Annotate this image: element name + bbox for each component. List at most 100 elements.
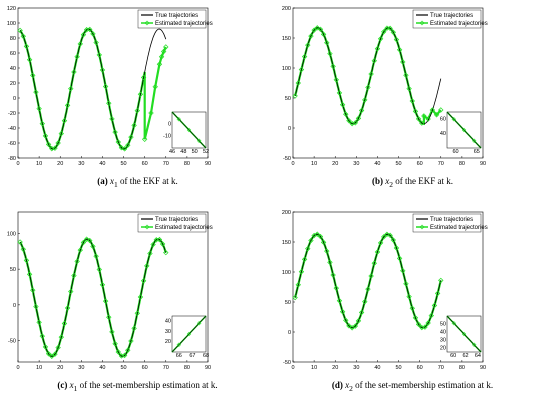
- inset-y-tick-label: 40: [440, 330, 446, 336]
- estimated-marker: [55, 140, 61, 146]
- inset-y-tick-label: 60: [440, 117, 446, 123]
- estimated-marker: [327, 50, 333, 57]
- estimated-marker: [87, 26, 93, 33]
- y-tick-label: 120: [7, 6, 16, 12]
- x-tick-label: 0: [291, 365, 294, 371]
- inset-y-tick-label: 30: [440, 338, 446, 344]
- inset-marker: [451, 116, 457, 122]
- y-tick-label: 50: [10, 267, 16, 273]
- estimated-marker: [125, 142, 131, 148]
- x-tick-label: 90: [205, 161, 211, 167]
- estimated-marker: [68, 288, 74, 295]
- estimated-marker: [393, 245, 400, 251]
- estimated-marker: [339, 102, 346, 108]
- y-tick-label: 80: [10, 36, 16, 42]
- y-tick-label: 20: [10, 81, 16, 87]
- estimated-marker: [374, 46, 381, 52]
- estimated-marker: [333, 77, 339, 83]
- estimated-marker: [406, 85, 412, 92]
- estimated-marker: [425, 320, 431, 326]
- y-tick-label: -50: [8, 339, 16, 345]
- estimated-marker: [305, 245, 311, 252]
- x-tick-label: 50: [395, 161, 401, 167]
- estimated-marker: [295, 80, 301, 86]
- estimated-marker: [42, 344, 49, 350]
- x-tick-label: 70: [438, 161, 444, 167]
- y-tick-label: -60: [8, 141, 16, 147]
- estimated-marker: [311, 27, 317, 33]
- estimated-marker: [61, 320, 68, 327]
- x-tick-label: 50: [120, 365, 126, 371]
- estimated-marker: [412, 315, 419, 321]
- y-tick-label: 60: [10, 51, 16, 57]
- estimated-marker: [352, 323, 358, 329]
- estimated-marker: [93, 253, 99, 260]
- estimated-marker: [298, 268, 305, 275]
- estimated-marker: [390, 237, 396, 243]
- legend-box: [137, 213, 207, 233]
- x-tick-label: 40: [99, 161, 105, 167]
- inset-x-tick-label: 46: [169, 149, 175, 155]
- estimated-marker: [77, 247, 83, 253]
- inset-marker: [186, 331, 192, 337]
- estimated-marker: [368, 71, 374, 77]
- x-tick-label: 40: [99, 365, 105, 371]
- legend-true-label: True trajectories: [430, 217, 473, 223]
- y-tick-label: 200: [282, 210, 291, 216]
- inset-x-tick-label: 60: [452, 149, 458, 155]
- estimated-marker: [314, 25, 320, 31]
- inset-marker: [451, 320, 457, 326]
- inset-marker: [176, 116, 182, 122]
- inset-true-line: [171, 315, 207, 353]
- estimated-marker: [93, 39, 99, 46]
- x-tick-label: 60: [142, 365, 148, 371]
- x-tick-label: 30: [78, 161, 84, 167]
- y-tick-label: 100: [7, 231, 16, 237]
- chart-a: 0 10 20 30 40 50 60 70 80 90 -80 -60 -40 -20 0 20 40 60 80…: [7, 6, 213, 167]
- estimated-marker: [118, 145, 125, 151]
- y-tick-label: 200: [282, 6, 291, 12]
- estimated-marker: [415, 321, 422, 328]
- estimated-marker: [320, 31, 327, 38]
- inset-x-tick-label: 68: [203, 353, 209, 359]
- estimated-marker: [317, 233, 324, 240]
- y-tick-label: -40: [8, 126, 16, 132]
- y-tick-label: 50: [285, 300, 291, 306]
- y-tick-label: 50: [285, 96, 291, 102]
- estimated-marker: [83, 236, 90, 242]
- y-tick-label: 100: [282, 66, 291, 72]
- inset-x-tick-label: 67: [189, 353, 195, 359]
- estimated-marker: [425, 116, 431, 122]
- estimated-marker: [137, 91, 144, 97]
- estimated-marker: [403, 281, 409, 287]
- estimated-marker: [77, 41, 83, 47]
- inset-marker: [186, 127, 192, 133]
- y-tick-label: 100: [7, 21, 16, 27]
- y-tick-label: 0: [288, 126, 291, 132]
- estimated-marker: [61, 118, 68, 124]
- panel-c: 0 10 20 30 40 50 60 70 80 90 -50 0 50 100 True traject…: [0, 204, 275, 408]
- estimated-marker: [339, 309, 346, 315]
- estimated-marker: [292, 93, 298, 99]
- estimated-marker: [64, 102, 71, 109]
- estimated-marker: [419, 120, 425, 126]
- estimated-marker: [87, 237, 93, 244]
- inset-marker: [196, 320, 202, 326]
- x-tick-label: 20: [57, 365, 63, 371]
- estimated-marker: [71, 272, 77, 279]
- estimated-marker: [409, 305, 415, 311]
- x-tick-label: 0: [291, 161, 294, 167]
- estimated-marker: [36, 319, 42, 326]
- inset-true-line: [446, 315, 482, 353]
- estimated-marker: [396, 255, 403, 262]
- inset-y-tick-label: -10: [163, 134, 171, 140]
- estimated-marker: [159, 241, 166, 247]
- x-tick-label: 50: [120, 161, 126, 167]
- estimated-marker: [412, 108, 419, 115]
- estimated-marker: [324, 40, 330, 46]
- panel-d: 0 10 20 30 40 50 60 70 80 90 -50 0 50 100 150 200 True t…: [275, 204, 550, 408]
- estimated-marker: [42, 133, 49, 139]
- x-tick-label: 70: [163, 161, 169, 167]
